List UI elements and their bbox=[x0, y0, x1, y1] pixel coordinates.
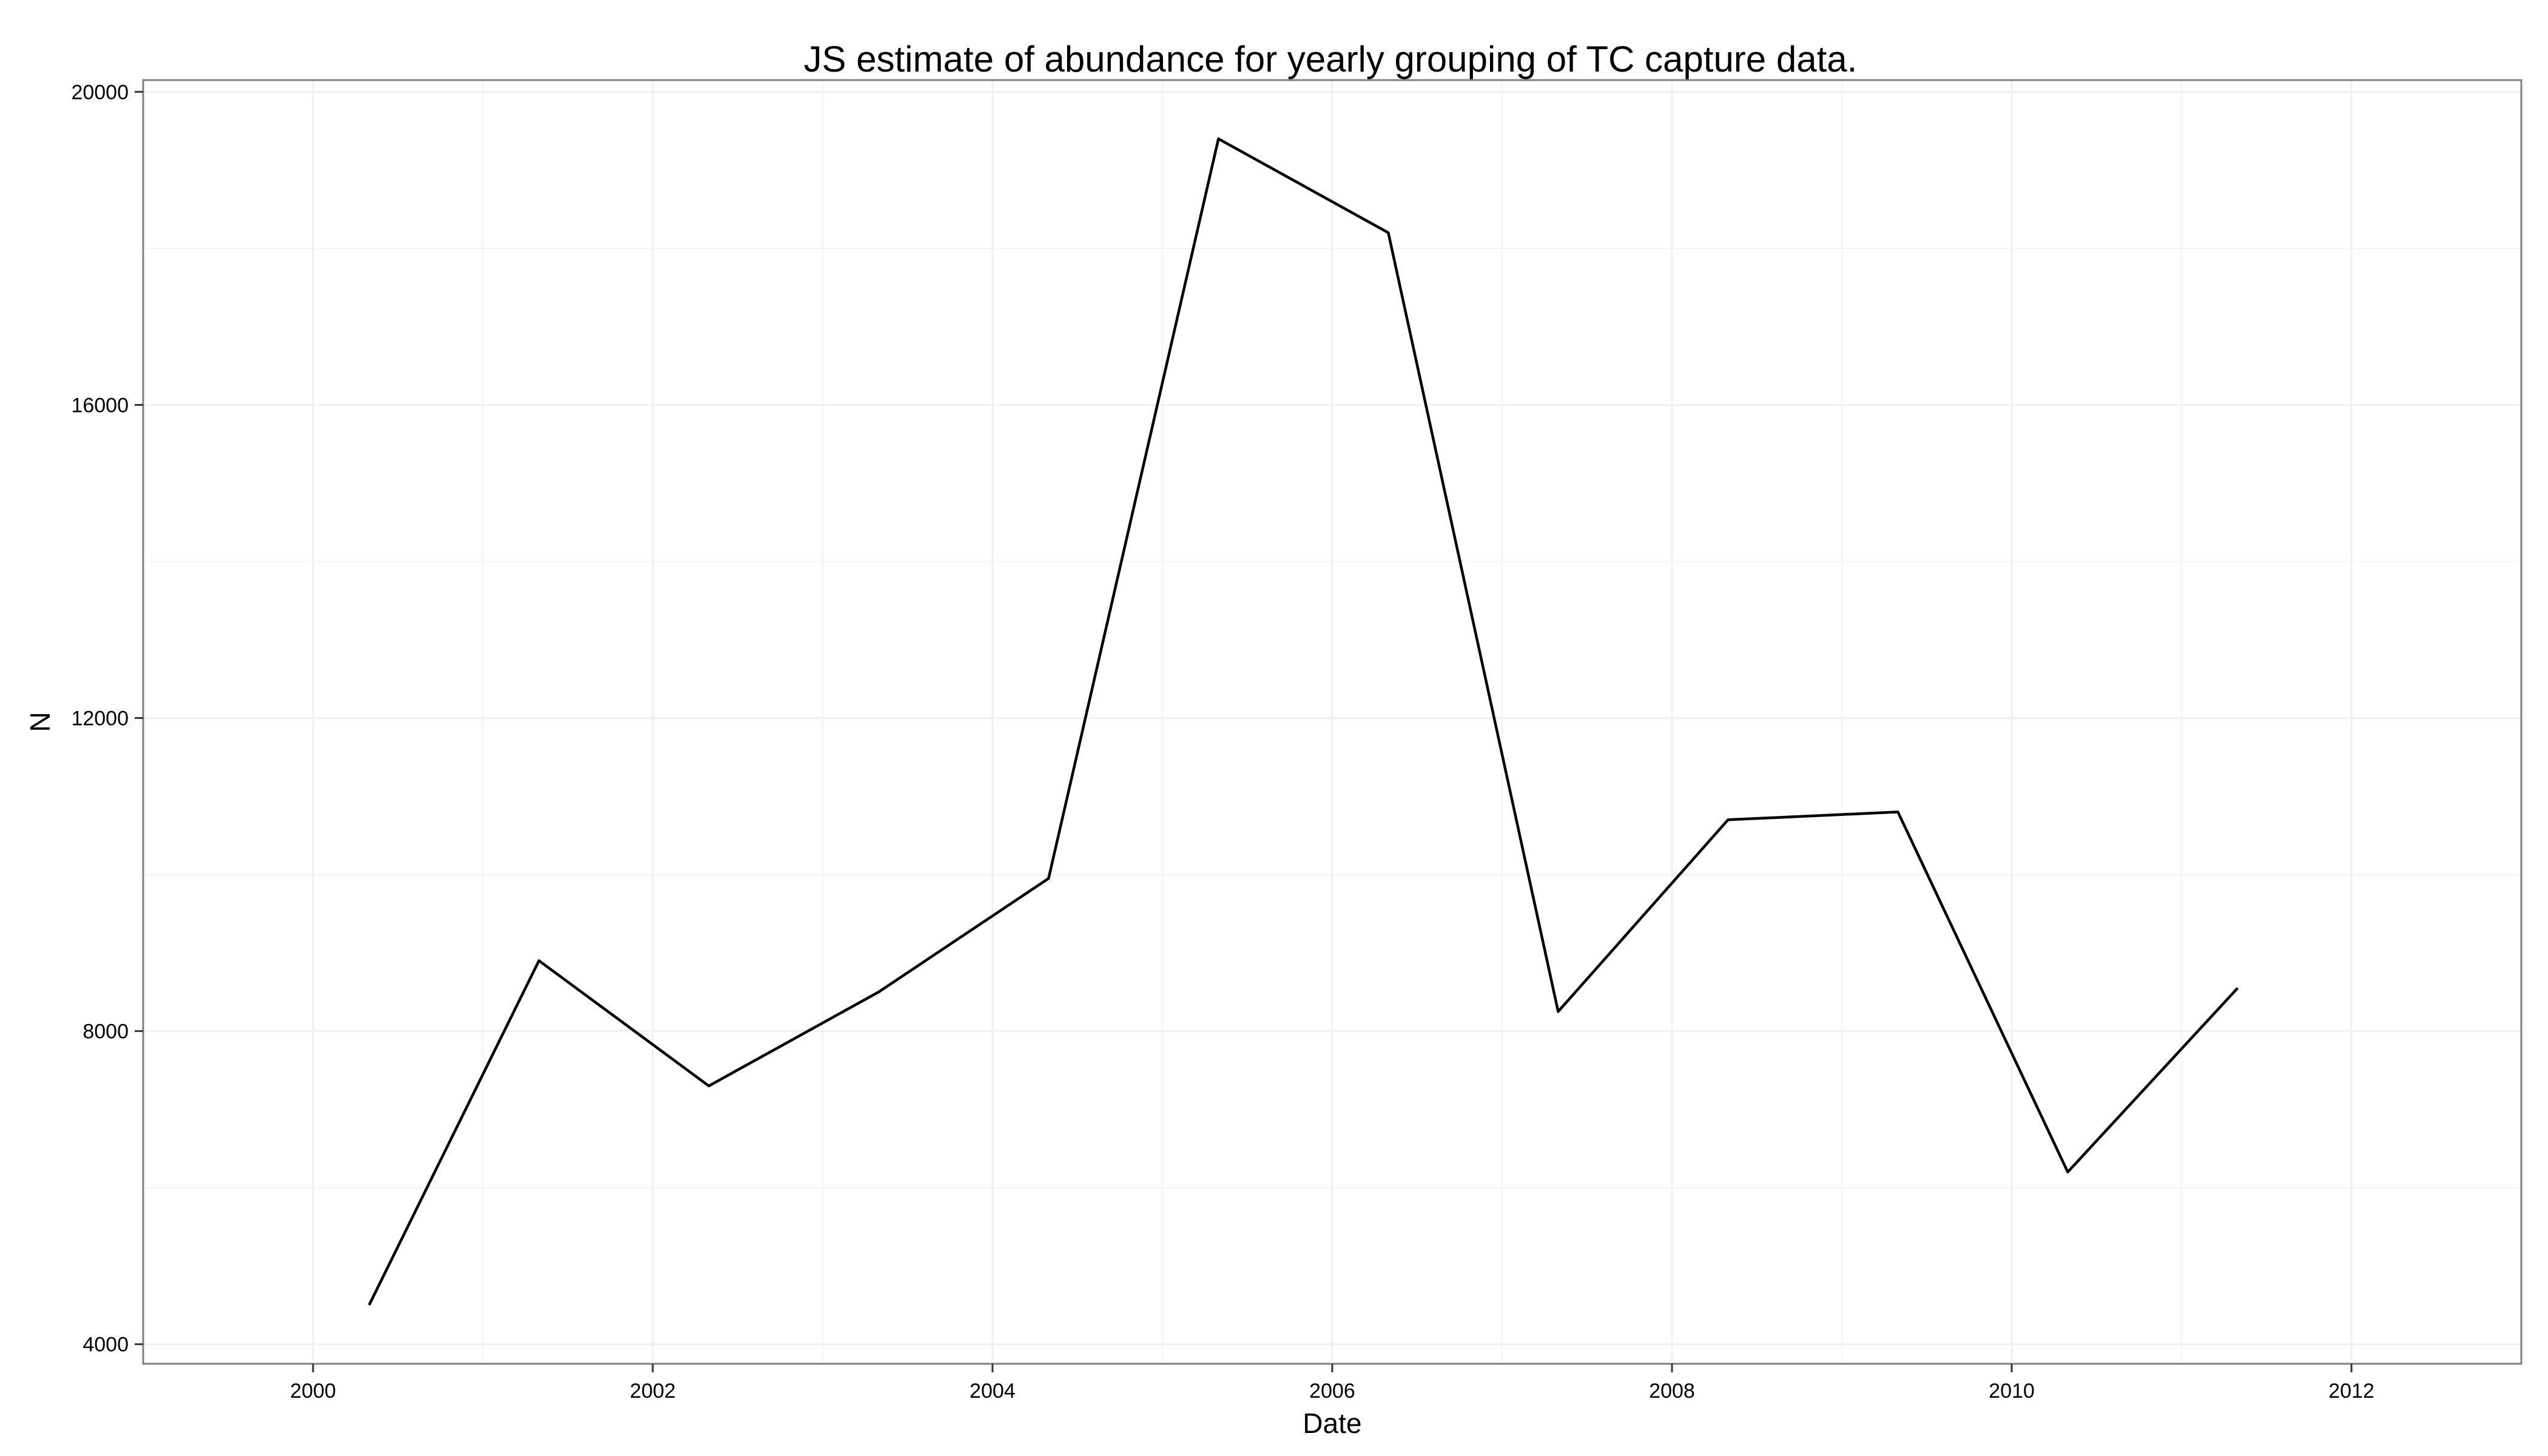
chart-title: JS estimate of abundance for yearly grou… bbox=[804, 39, 1858, 79]
x-tick-label: 2012 bbox=[2328, 1380, 2374, 1403]
y-tick-label: 8000 bbox=[83, 1020, 129, 1043]
y-tick-label: 20000 bbox=[71, 81, 129, 104]
x-tick-label: 2002 bbox=[630, 1380, 676, 1403]
x-axis-title: Date bbox=[1303, 1407, 1361, 1439]
series-layer bbox=[368, 137, 2239, 1306]
x-tick-label: 2006 bbox=[1309, 1380, 1355, 1403]
x-tick-label: 2010 bbox=[1989, 1380, 2035, 1403]
grid-lines bbox=[143, 80, 2522, 1364]
x-tick-label: 2000 bbox=[290, 1380, 336, 1403]
y-axis: 4000 8000 12000 16000 20000 bbox=[71, 81, 143, 1357]
series-line-1 bbox=[368, 137, 2239, 1306]
y-tick-label: 16000 bbox=[71, 394, 129, 417]
y-tick-label: 12000 bbox=[71, 707, 129, 730]
x-tick-label: 2004 bbox=[969, 1380, 1016, 1403]
x-tick-label: 2008 bbox=[1649, 1380, 1695, 1403]
y-tick-label: 4000 bbox=[83, 1333, 129, 1357]
x-axis: 2000 2002 2004 2006 2008 2010 2012 bbox=[290, 1364, 2374, 1403]
y-axis-title: N bbox=[24, 712, 56, 732]
